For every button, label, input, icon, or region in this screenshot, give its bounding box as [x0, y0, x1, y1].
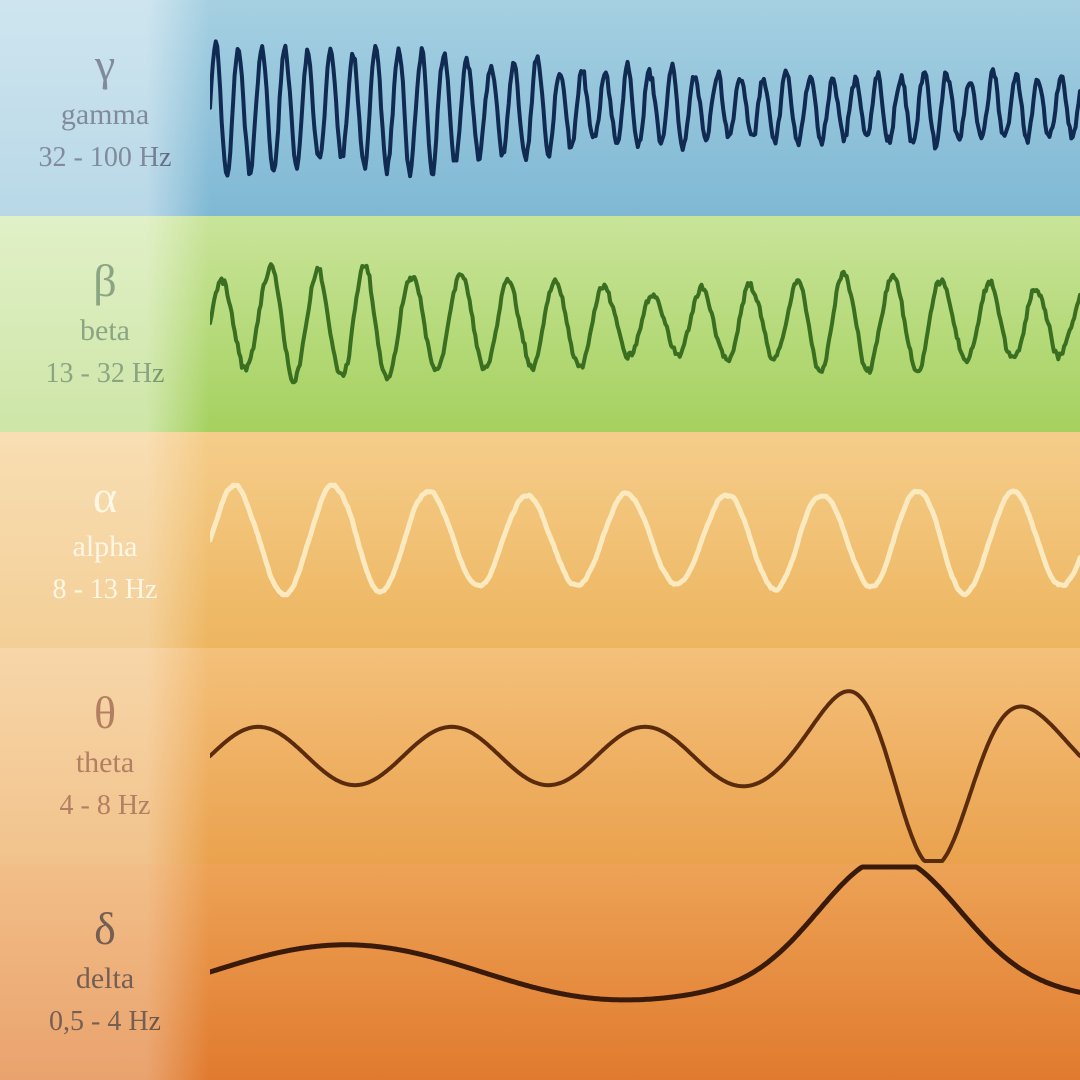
name-alpha: alpha: [73, 530, 138, 564]
range-beta: 13 - 32 Hz: [46, 358, 165, 390]
waveform-beta: [210, 216, 1080, 432]
wave-row-theta: θ theta 4 - 8 Hz: [0, 648, 1080, 864]
wave-row-delta: δ delta 0,5 - 4 Hz: [0, 864, 1080, 1080]
brainwave-chart: γ gamma 32 - 100 Hz β beta 13 - 32 Hz α alpha 8 …: [0, 0, 1080, 1080]
wave-path-alpha: [210, 485, 1080, 595]
waveform-alpha: [210, 432, 1080, 648]
range-gamma: 32 - 100 Hz: [39, 142, 172, 174]
waveform-theta: [210, 648, 1080, 864]
symbol-beta: β: [93, 258, 116, 304]
label-alpha: α alpha 8 - 13 Hz: [0, 432, 210, 648]
waveform-gamma: [210, 0, 1080, 216]
symbol-delta: δ: [94, 906, 116, 952]
label-gamma: γ gamma 32 - 100 Hz: [0, 0, 210, 216]
name-theta: theta: [76, 746, 134, 780]
wave-path-gamma: [210, 41, 1080, 176]
wave-row-gamma: γ gamma 32 - 100 Hz: [0, 0, 1080, 216]
range-delta: 0,5 - 4 Hz: [49, 1006, 161, 1038]
wave-path-beta: [210, 264, 1080, 382]
name-delta: delta: [76, 962, 134, 996]
range-theta: 4 - 8 Hz: [60, 790, 151, 822]
waveform-delta: [210, 864, 1080, 1080]
name-beta: beta: [80, 314, 130, 348]
label-theta: θ theta 4 - 8 Hz: [0, 648, 210, 864]
label-beta: β beta 13 - 32 Hz: [0, 216, 210, 432]
wave-path-theta: [210, 691, 1080, 861]
wave-row-beta: β beta 13 - 32 Hz: [0, 216, 1080, 432]
label-delta: δ delta 0,5 - 4 Hz: [0, 864, 210, 1080]
wave-path-delta: [210, 867, 1080, 1000]
symbol-gamma: γ: [95, 42, 115, 88]
range-alpha: 8 - 13 Hz: [53, 574, 158, 606]
symbol-theta: θ: [94, 690, 116, 736]
name-gamma: gamma: [61, 98, 149, 132]
symbol-alpha: α: [93, 474, 117, 520]
wave-row-alpha: α alpha 8 - 13 Hz: [0, 432, 1080, 648]
